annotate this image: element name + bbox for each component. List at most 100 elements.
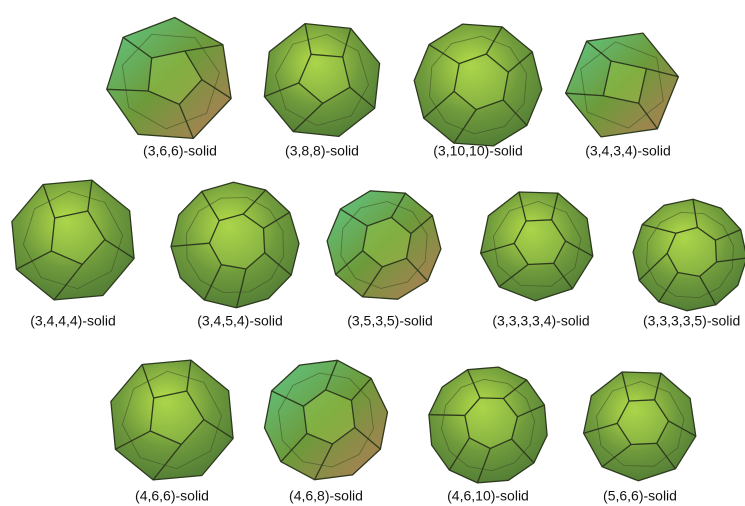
solid-label: (3,3,3,3,5)-solid <box>643 313 740 329</box>
edge-ring <box>278 372 374 468</box>
solid <box>11 179 135 301</box>
solid <box>479 191 594 302</box>
edge-ring <box>595 380 685 467</box>
edge-line <box>201 191 220 221</box>
edge-line <box>106 88 149 92</box>
solid-outline <box>582 371 697 482</box>
solid-label: (3,6,6)-solid <box>143 143 217 159</box>
edge-line <box>621 371 630 402</box>
edge-line <box>466 369 481 399</box>
edge-line <box>658 272 679 303</box>
edge-line <box>263 211 290 229</box>
edge-line <box>498 263 529 288</box>
edge-line <box>423 90 455 119</box>
edge-line <box>601 443 632 468</box>
edge-line <box>656 442 676 470</box>
edge-line <box>115 430 151 450</box>
solid-label: (3,8,8)-solid <box>285 143 359 159</box>
edge-line <box>152 443 182 481</box>
edge-line <box>87 179 93 212</box>
edge-line <box>184 44 224 52</box>
solid-label: (4,6,6)-solid <box>135 488 209 504</box>
edge-line <box>186 359 192 392</box>
edge-line <box>201 79 232 100</box>
edge-line <box>203 419 234 440</box>
edge-line <box>53 263 83 301</box>
edge-line <box>304 23 312 55</box>
edge-line <box>448 437 470 471</box>
edge-line <box>715 229 742 241</box>
solid-label: (3,4,4,4)-solid <box>30 313 116 329</box>
edge-line <box>646 67 679 78</box>
edge-line <box>507 51 533 73</box>
solid <box>428 366 548 484</box>
edge-ring <box>580 41 664 129</box>
edge-line <box>653 372 662 400</box>
edge-line <box>638 252 668 281</box>
edge-line <box>502 379 528 399</box>
edge-ring <box>121 33 220 130</box>
edge-line <box>325 360 339 391</box>
solid <box>413 23 543 147</box>
edge-ring <box>340 201 428 289</box>
face <box>208 213 266 270</box>
edge-line <box>242 189 267 215</box>
edge-line <box>428 44 460 65</box>
edge-line <box>553 262 573 290</box>
edge-line <box>565 240 594 257</box>
edge-line <box>405 257 429 282</box>
solid <box>632 198 745 312</box>
edge-line <box>42 184 56 219</box>
edge-line <box>390 192 407 218</box>
solid-label: (4,6,8)-solid <box>289 488 363 504</box>
face <box>149 390 205 446</box>
edge-line <box>453 109 477 144</box>
edge-line <box>638 102 658 130</box>
face <box>602 60 648 104</box>
edge-ring <box>646 211 734 299</box>
edge-line <box>476 448 491 484</box>
edge-line <box>586 40 612 62</box>
edge-line <box>292 102 324 133</box>
edge-line <box>280 432 308 463</box>
face <box>298 53 351 105</box>
edge-ring <box>440 378 536 472</box>
solid-outline <box>479 191 594 302</box>
edge-ring <box>429 35 527 135</box>
edge-line <box>699 276 717 306</box>
solid <box>263 22 381 138</box>
edge-line <box>354 427 381 450</box>
edge-line <box>170 242 210 248</box>
edge-line <box>271 390 304 407</box>
edge-line <box>517 404 545 418</box>
solid <box>106 16 232 140</box>
edge-line <box>178 104 194 139</box>
edge-line <box>410 214 433 235</box>
edge-line <box>342 28 352 58</box>
edge-line <box>428 414 465 417</box>
solid <box>582 371 697 482</box>
edge-line <box>104 239 135 260</box>
edge-line <box>362 266 383 298</box>
edge-line <box>550 192 559 220</box>
edge-line <box>511 438 535 464</box>
face <box>147 50 203 106</box>
solid <box>110 359 234 481</box>
edge-line <box>518 191 527 222</box>
edge-line <box>502 99 528 126</box>
face <box>666 226 718 278</box>
edge-line <box>16 250 52 270</box>
solid <box>564 32 680 138</box>
edge-line <box>203 264 222 301</box>
edge-line <box>349 86 376 109</box>
edge-line <box>340 208 368 227</box>
solid <box>263 359 389 481</box>
solid-outline <box>263 22 381 138</box>
solid <box>170 181 300 309</box>
solid-label: (4,6,10)-solid <box>447 488 529 504</box>
solid-label: (3,4,5,4)-solid <box>197 313 283 329</box>
edge-line <box>350 377 372 401</box>
face <box>50 210 106 266</box>
solid <box>326 190 442 300</box>
